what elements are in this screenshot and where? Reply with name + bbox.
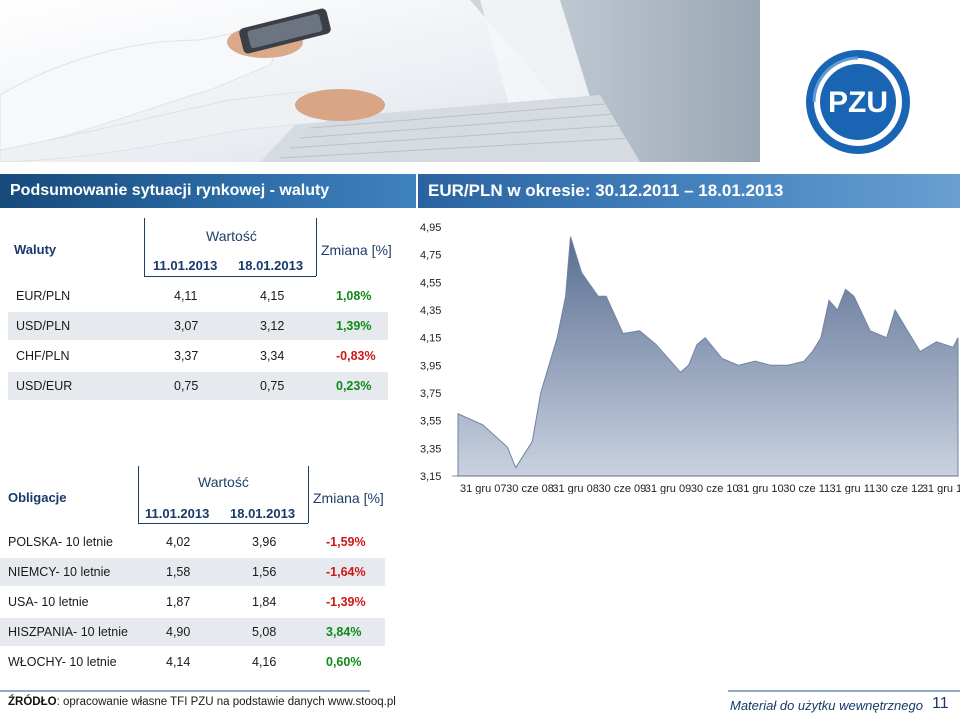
table-row: POLSKA- 10 letnie 4,02 3,96 -1,59% bbox=[0, 528, 385, 556]
divider bbox=[308, 466, 309, 523]
table-row: USA- 10 letnie 1,87 1,84 -1,39% bbox=[0, 588, 385, 616]
value-date-2: 3,96 bbox=[252, 535, 277, 549]
change-percent: 3,84% bbox=[326, 625, 362, 639]
value-date-1: 0,75 bbox=[174, 379, 199, 393]
eurpln-chart: 4,95 4,75 4,55 4,35 4,15 3,95 3,75 3,55 3,35 3,15… bbox=[420, 222, 960, 494]
x-tick-label: 31 gru 10 bbox=[737, 483, 783, 494]
change-percent: -1,59% bbox=[326, 535, 366, 549]
divider bbox=[316, 218, 317, 276]
value-date-2: 4,15 bbox=[260, 289, 285, 303]
footer-note: Materiał do użytku wewnętrznego bbox=[730, 698, 923, 713]
value-date-2: 4,16 bbox=[252, 655, 277, 669]
y-tick-label: 3,55 bbox=[420, 416, 441, 428]
table-row: USD/PLN 3,07 3,12 1,39% bbox=[8, 312, 388, 340]
row-label: CHF/PLN bbox=[16, 349, 70, 363]
page-number: 11 bbox=[932, 695, 949, 712]
table-row: USD/EUR 0,75 0,75 0,23% bbox=[8, 372, 388, 400]
x-tick-label: 31 gru 09 bbox=[645, 483, 691, 494]
source-text: : opracowanie własne TFI PZU na podstawi… bbox=[56, 696, 396, 708]
table-row: CHF/PLN 3,37 3,34 -0,83% bbox=[8, 342, 388, 370]
y-tick-label: 3,95 bbox=[420, 360, 441, 372]
value-date-1: 1,87 bbox=[166, 595, 191, 609]
y-tick-label: 4,15 bbox=[420, 333, 441, 345]
x-tick-label: 31 gru 07 bbox=[460, 483, 506, 494]
row-label: USD/EUR bbox=[16, 379, 73, 393]
value-date-2: 1,84 bbox=[252, 595, 277, 609]
source-label: ŹRÓDŁO bbox=[8, 696, 57, 708]
y-tick-label: 3,15 bbox=[420, 471, 441, 483]
value-date-2: 0,75 bbox=[260, 379, 285, 393]
x-tick-label: 31 gru 12 bbox=[922, 483, 960, 494]
value-date-2: 3,34 bbox=[260, 349, 285, 363]
y-tick-label: 4,55 bbox=[420, 277, 441, 289]
table-row: NIEMCY- 10 letnie 1,58 1,56 -1,64% bbox=[0, 558, 385, 586]
value-date-1: 4,02 bbox=[166, 535, 191, 549]
value-date-1: 4,14 bbox=[166, 655, 191, 669]
value-date-1: 3,07 bbox=[174, 319, 199, 333]
svg-text:PZU: PZU bbox=[828, 86, 888, 119]
row-label: WŁOCHY- 10 letnie bbox=[8, 655, 117, 669]
header-bonds: Obligacje bbox=[8, 490, 67, 505]
row-label: NIEMCY- 10 letnie bbox=[8, 565, 111, 579]
change-percent: -1,39% bbox=[326, 595, 366, 609]
chart-title-eurpln: EUR/PLN w okresie: 30.12.2011 – 18.01.20… bbox=[418, 174, 960, 208]
y-tick-label: 3,35 bbox=[420, 443, 441, 455]
table-row: HISZPANIA- 10 letnie 4,90 5,08 3,84% bbox=[0, 618, 385, 646]
eurpln-area-series bbox=[457, 236, 959, 477]
header-date-2: 18.01.2013 bbox=[230, 506, 296, 521]
change-percent: 1,39% bbox=[336, 319, 372, 333]
footer-divider bbox=[728, 690, 960, 692]
change-percent: 0,23% bbox=[336, 379, 372, 393]
currency-table: Waluty Wartość 11.01.2013 18.01.2013 Zmi… bbox=[8, 218, 408, 403]
y-tick-label: 4,35 bbox=[420, 305, 441, 317]
row-label: POLSKA- 10 letnie bbox=[8, 535, 113, 549]
x-tick-label: 30 cze 09 bbox=[599, 483, 647, 494]
y-tick-label: 4,95 bbox=[420, 222, 441, 234]
table-row: WŁOCHY- 10 letnie 4,14 4,16 0,60% bbox=[0, 648, 385, 676]
header-change: Zmiana [%] bbox=[313, 490, 384, 506]
header-currencies: Waluty bbox=[14, 242, 57, 257]
divider bbox=[144, 218, 145, 276]
y-tick-label: 4,75 bbox=[420, 250, 441, 262]
footer-source: ŹRÓDŁO: opracowanie własne TFI PZU na po… bbox=[8, 696, 396, 708]
divider bbox=[138, 466, 139, 523]
x-tick-label: 30 cze 08 bbox=[506, 483, 554, 494]
value-date-1: 4,90 bbox=[166, 625, 191, 639]
row-label: HISZPANIA- 10 letnie bbox=[8, 625, 128, 639]
change-percent: 0,60% bbox=[326, 655, 362, 669]
header-date-1: 11.01.2013 bbox=[145, 506, 210, 521]
row-label: EUR/PLN bbox=[16, 289, 71, 303]
change-percent: -1,64% bbox=[326, 565, 366, 579]
x-tick-label: 30 cze 12 bbox=[876, 483, 924, 494]
value-date-2: 5,08 bbox=[252, 625, 277, 639]
header-date-2: 18.01.2013 bbox=[238, 258, 304, 273]
x-tick-label: 30 cze 11 bbox=[783, 483, 830, 494]
change-percent: -0,83% bbox=[336, 349, 376, 363]
row-label: USD/PLN bbox=[16, 319, 71, 333]
divider bbox=[144, 276, 316, 277]
section-title-currencies: Podsumowanie sytuacji rynkowej - waluty bbox=[0, 174, 416, 208]
table-row: EUR/PLN 4,11 4,15 1,08% bbox=[8, 282, 388, 310]
hero-image bbox=[0, 0, 760, 162]
value-date-2: 1,56 bbox=[252, 565, 277, 579]
value-date-1: 4,11 bbox=[174, 289, 198, 303]
x-tick-label: 31 gru 11 bbox=[829, 483, 875, 494]
x-tick-label: 31 gru 08 bbox=[552, 483, 598, 494]
pzu-logo: PZU bbox=[800, 44, 920, 164]
header-date-1: 11.01.2013 bbox=[153, 258, 218, 273]
value-date-1: 3,37 bbox=[174, 349, 199, 363]
bond-table: Obligacje Wartość 11.01.2013 18.01.2013 … bbox=[0, 466, 400, 681]
row-label: USA- 10 letnie bbox=[8, 595, 89, 609]
value-date-1: 1,58 bbox=[166, 565, 191, 579]
footer-divider bbox=[0, 690, 370, 692]
header-change: Zmiana [%] bbox=[321, 242, 392, 258]
y-tick-label: 3,75 bbox=[420, 388, 441, 400]
value-date-2: 3,12 bbox=[260, 319, 285, 333]
x-tick-label: 30 cze 10 bbox=[691, 483, 739, 494]
header-value: Wartość bbox=[198, 474, 249, 490]
change-percent: 1,08% bbox=[336, 289, 372, 303]
header-value: Wartość bbox=[206, 228, 257, 244]
divider bbox=[138, 523, 308, 524]
